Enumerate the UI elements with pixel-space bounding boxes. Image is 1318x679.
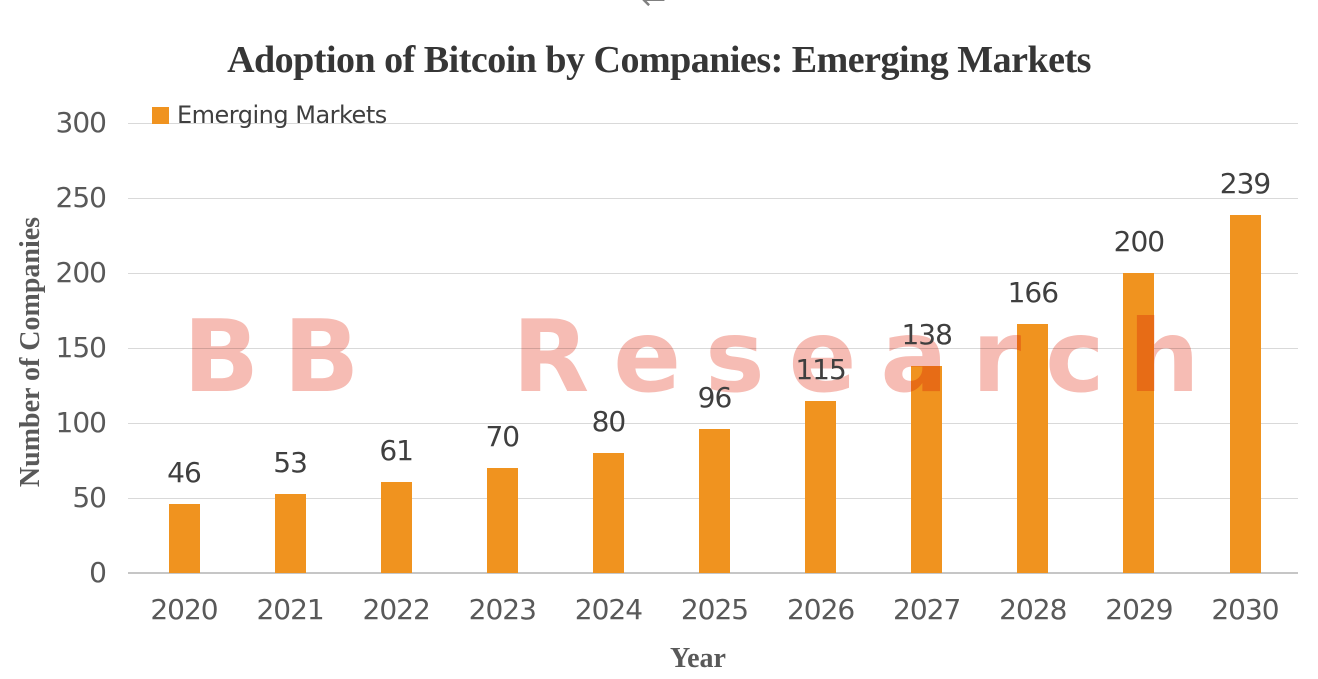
y-tick-label-200: 200	[55, 256, 107, 289]
chart-title: Adoption of Bitcoin by Companies: Emergi…	[227, 39, 1091, 81]
gridline-150	[128, 348, 1298, 349]
legend: Emerging Markets	[152, 101, 387, 129]
data-label-2021: 53	[273, 445, 308, 479]
x-axis-title: Year	[670, 643, 726, 674]
data-label-2024: 80	[591, 405, 627, 438]
x-tick-label-2029: 2029	[1105, 593, 1173, 626]
bar-2021	[274, 493, 306, 573]
data-label-2020: 46	[167, 456, 202, 489]
bar-2027	[911, 366, 943, 573]
gridline-100	[128, 423, 1298, 424]
x-tick-label-2027: 2027	[893, 593, 961, 626]
y-tick-label-100: 100	[55, 406, 107, 439]
bar-2020	[168, 504, 200, 573]
x-tick-label-2022: 2022	[362, 593, 431, 626]
legend-label-emerging-markets: Emerging Markets	[177, 101, 387, 129]
y-tick-label-250: 250	[55, 181, 107, 214]
x-tick-label-2024: 2024	[574, 593, 643, 626]
y-tick-label-300: 300	[55, 106, 107, 139]
data-label-2029: 200	[1113, 225, 1165, 258]
data-label-2027: 138	[901, 318, 952, 351]
bar-2024	[592, 453, 624, 573]
y-tick-label-0: 0	[89, 556, 107, 589]
bar-2022	[380, 481, 412, 573]
data-label-2030: 239	[1219, 166, 1271, 200]
x-axis-line	[128, 572, 1298, 574]
x-tick-label-2028: 2028	[999, 593, 1067, 626]
y-axis-title: Number of Companies	[15, 216, 46, 488]
data-label-2023: 70	[485, 420, 520, 453]
x-tick-label-2020: 2020	[150, 593, 218, 626]
data-label-2022: 61	[379, 433, 414, 467]
x-tick-label-2025: 2025	[680, 593, 749, 626]
y-tick-label-150: 150	[55, 331, 107, 364]
back-arrow-icon[interactable]: ←	[641, 0, 666, 15]
bar-2025	[699, 429, 730, 573]
gridline-200	[128, 273, 1298, 274]
data-label-2025: 96	[697, 381, 733, 414]
gridline-250	[128, 198, 1298, 199]
y-tick-label-50: 50	[72, 481, 107, 514]
bar-2029	[1123, 273, 1155, 573]
bar-2030	[1229, 214, 1261, 573]
x-tick-label-2030: 2030	[1211, 593, 1279, 626]
data-label-2026: 115	[795, 352, 846, 386]
gridline-300	[128, 123, 1298, 124]
bar-2028	[1017, 324, 1049, 573]
legend-swatch-emerging-markets	[152, 106, 169, 124]
data-label-2028: 166	[1007, 276, 1059, 309]
x-tick-label-2026: 2026	[786, 593, 855, 626]
x-tick-label-2023: 2023	[468, 593, 537, 626]
x-tick-label-2021: 2021	[256, 593, 324, 626]
bar-2026	[805, 400, 837, 573]
bar-2023	[486, 468, 518, 573]
